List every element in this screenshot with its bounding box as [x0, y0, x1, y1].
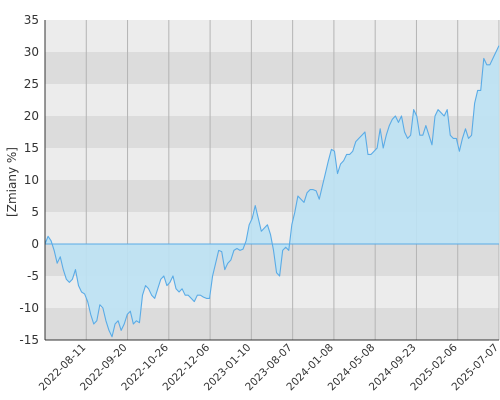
x-tick-labels: 2022-08-112022-09-202022-10-262022-12-06…: [37, 341, 500, 393]
y-tick-label: 30: [24, 45, 39, 59]
background-band: [45, 52, 499, 84]
y-axis-label: [Zmiany %]: [5, 147, 19, 217]
y-tick-label: 5: [31, 205, 39, 219]
area-fill: [45, 45, 499, 337]
background-band: [45, 84, 499, 116]
y-tick-label: 20: [24, 109, 39, 123]
y-tick-label: 10: [24, 173, 39, 187]
y-tick-label: -15: [19, 333, 39, 347]
y-tick-label: 0: [31, 237, 39, 251]
y-tick-label: 35: [24, 13, 39, 27]
series-line: [44, 45, 500, 338]
y-tick-label: -5: [27, 269, 39, 283]
y-tick-label: 25: [24, 77, 39, 91]
axes: [44, 20, 499, 341]
background-band: [45, 20, 499, 52]
data-area: [44, 45, 500, 338]
y-tick-labels: -15 -10 -5 0 5 10 15 20 25 30 35: [19, 13, 39, 347]
y-tick-label: 15: [24, 141, 39, 155]
y-tick-label: -10: [19, 301, 39, 315]
